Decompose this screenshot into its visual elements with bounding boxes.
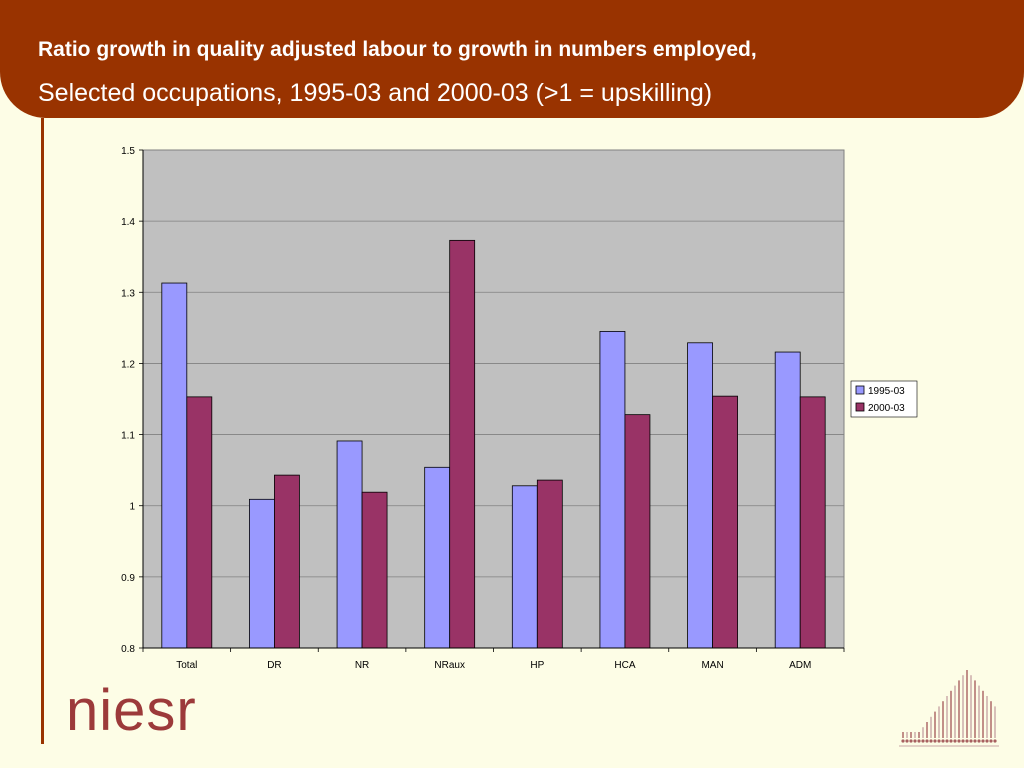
comb-dot bbox=[969, 739, 973, 743]
comb-dot bbox=[965, 739, 969, 743]
comb-dot bbox=[901, 739, 905, 743]
bar-2000-03-DR bbox=[274, 474, 300, 649]
title-banner: Ratio growth in quality adjusted labour … bbox=[0, 0, 1024, 118]
comb-dot bbox=[957, 739, 961, 743]
comb-dot bbox=[909, 739, 913, 743]
slide-subtitle: Selected occupations, 1995-03 and 2000-0… bbox=[38, 79, 713, 107]
y-tick-label: 1 bbox=[129, 502, 135, 513]
comb-dot bbox=[961, 739, 965, 743]
comb-dot bbox=[921, 739, 925, 743]
bar-2000-03-NR bbox=[361, 491, 388, 649]
y-tick-label: 0.8 bbox=[121, 644, 135, 655]
y-tick-label: 1.5 bbox=[121, 146, 135, 157]
y-tick-label: 1.4 bbox=[121, 217, 135, 228]
comb-dot bbox=[981, 739, 985, 743]
legend-swatch-2000 bbox=[855, 402, 865, 412]
bar-2000-03-HP bbox=[536, 479, 563, 649]
comb-dot bbox=[925, 739, 929, 743]
x-tick-label: HP bbox=[530, 660, 544, 671]
comb-dot bbox=[941, 739, 945, 743]
bar-1995-03-HCA bbox=[599, 331, 626, 649]
comb-dot bbox=[905, 739, 909, 743]
bar-2000-03-NRaux bbox=[449, 239, 476, 649]
x-tick-label: ADM bbox=[789, 660, 811, 671]
comb-dot bbox=[945, 739, 949, 743]
slide-title: Ratio growth in quality adjusted labour … bbox=[38, 38, 757, 61]
comb-dot bbox=[949, 739, 953, 743]
y-tick-label: 0.9 bbox=[121, 573, 135, 584]
y-tick-label: 1.1 bbox=[121, 431, 135, 442]
comb-dot bbox=[985, 739, 989, 743]
comb-dot bbox=[913, 739, 917, 743]
comb-dot bbox=[929, 739, 933, 743]
comb-dot bbox=[953, 739, 957, 743]
bars bbox=[161, 239, 826, 649]
comb-dot bbox=[989, 739, 993, 743]
x-tick-label: NRaux bbox=[434, 660, 465, 671]
x-tick-label: DR bbox=[267, 660, 281, 671]
bar-1995-03-ADM bbox=[774, 351, 801, 649]
bar-1995-03-NRaux bbox=[424, 466, 451, 649]
x-tick-label: MAN bbox=[701, 660, 723, 671]
axes: 1.5 1.4 1.3 1.2 1.1 1 0.9 0.8 Total DR NR NRaux HP HC… bbox=[121, 146, 845, 671]
comb-dot bbox=[993, 739, 997, 743]
x-tick-label: HCA bbox=[614, 660, 635, 671]
legend-label-1995: 1995-03 bbox=[868, 386, 905, 397]
legend: 1995-03 2000-03 bbox=[850, 380, 918, 418]
comb-dot bbox=[973, 739, 977, 743]
comb-dot bbox=[917, 739, 921, 743]
bar-2000-03-MAN bbox=[712, 395, 738, 649]
niesr-logo: niesr bbox=[66, 678, 197, 743]
bar-1995-03-NR bbox=[336, 440, 363, 649]
bar-2000-03-Total bbox=[186, 396, 213, 649]
legend-swatch-1995 bbox=[855, 385, 865, 395]
x-tick-label: Total bbox=[176, 660, 197, 671]
legend-label-2000: 2000-03 bbox=[868, 403, 905, 414]
bar-1995-03-HP bbox=[511, 485, 538, 649]
y-tick-label: 1.3 bbox=[121, 288, 135, 299]
comb-dot bbox=[933, 739, 937, 743]
side-rule bbox=[41, 118, 44, 744]
x-tick-label: NR bbox=[355, 660, 369, 671]
comb-dot bbox=[937, 739, 941, 743]
comb-dot bbox=[977, 739, 981, 743]
y-tick-label: 1.2 bbox=[121, 359, 135, 370]
